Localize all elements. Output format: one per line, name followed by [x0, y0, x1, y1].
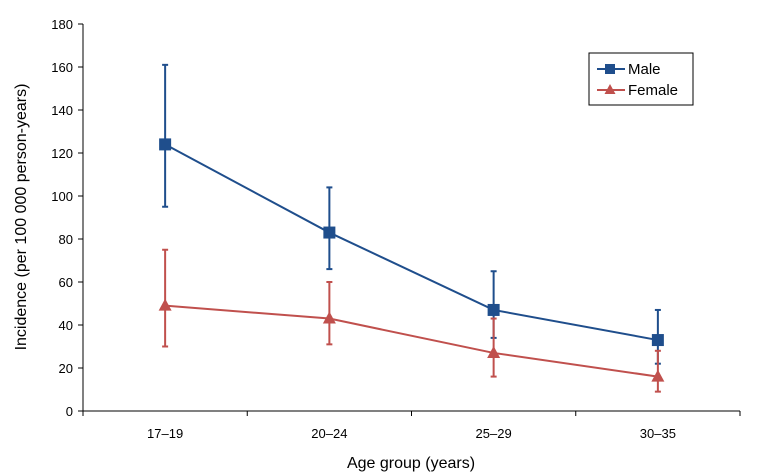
y-tick-label: 120	[51, 146, 73, 161]
y-axis-title: Incidence (per 100 000 person-years)	[13, 84, 30, 351]
legend: Male Female	[588, 52, 694, 106]
female-data-point	[322, 311, 336, 324]
legend-label-female: Female	[628, 82, 678, 99]
male-data-point	[323, 226, 336, 239]
y-tick-label: 160	[51, 60, 73, 75]
x-axis-ticks: 17–19 20–24 25–29 30–35	[82, 411, 741, 441]
y-tick-label: 100	[51, 189, 73, 204]
series-lines	[164, 143, 659, 378]
legend-label-male: Male	[628, 61, 661, 78]
x-axis-title: Age group (years)	[347, 455, 475, 472]
y-tick-label: 60	[59, 275, 73, 290]
male-data-point	[159, 138, 172, 151]
male-series-line	[164, 143, 659, 342]
legend-marker-male	[605, 64, 615, 74]
x-tick-label: 20–24	[311, 426, 347, 441]
female-data-point	[158, 298, 172, 311]
male-data-point	[651, 334, 664, 347]
female-data-point	[651, 369, 665, 382]
error-bars	[162, 63, 661, 393]
y-tick-label: 80	[59, 232, 73, 247]
legend-marker-female	[604, 84, 616, 94]
y-tick-label: 40	[59, 318, 73, 333]
x-tick-label: 17–19	[147, 426, 183, 441]
x-tick-label: 30–35	[640, 426, 676, 441]
female-series-line	[165, 304, 659, 378]
y-tick-label: 0	[66, 404, 73, 419]
x-tick-label: 25–29	[476, 426, 512, 441]
y-tick-label: 20	[59, 361, 73, 376]
y-tick-label: 140	[51, 103, 73, 118]
male-data-point	[487, 303, 500, 316]
y-axis-ticks: 0 20 40 60 80 100 120 140 160 180	[51, 17, 83, 419]
legend-box	[588, 52, 694, 106]
series-markers	[158, 138, 665, 382]
female-data-point	[487, 345, 501, 358]
y-tick-label: 180	[51, 17, 73, 32]
